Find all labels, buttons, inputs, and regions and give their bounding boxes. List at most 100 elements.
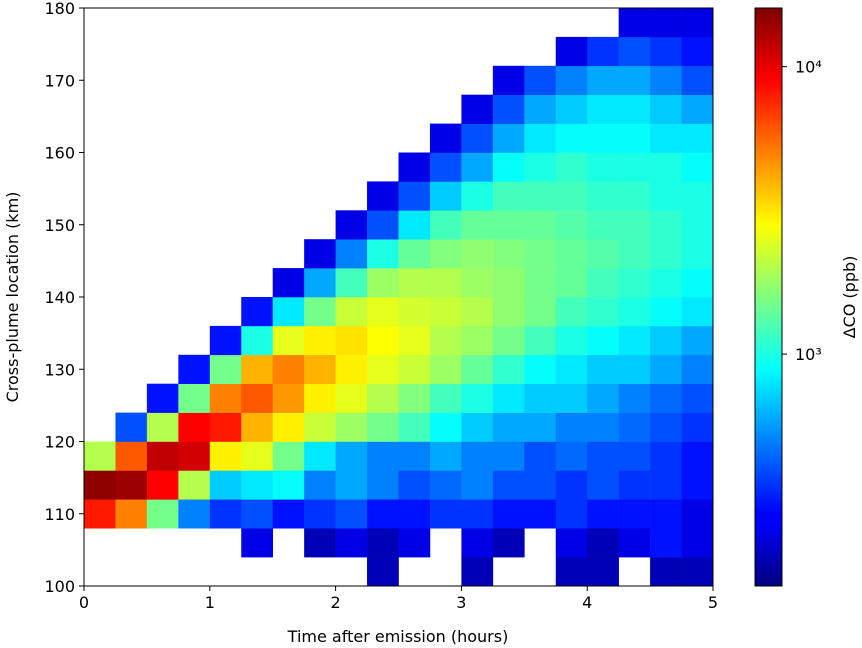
heatmap-cell: [398, 325, 431, 356]
heatmap-cell: [555, 441, 588, 471]
x-tick-label: 4: [582, 593, 592, 612]
heatmap-cell: [555, 354, 588, 384]
heatmap-cell: [618, 210, 651, 240]
heatmap-cell: [461, 210, 494, 240]
heatmap-cell: [524, 239, 557, 269]
heatmap-cell: [398, 412, 431, 442]
heatmap-cell: [650, 412, 682, 442]
heatmap-cell: [587, 181, 619, 211]
heatmap-cell: [115, 412, 148, 442]
heatmap-cell: [304, 325, 336, 356]
heatmap-cell: [492, 383, 525, 413]
heatmap-cell: [272, 412, 305, 442]
heatmap-cell: [492, 412, 525, 442]
heatmap-cell: [555, 268, 588, 298]
heatmap-cell: [618, 441, 651, 471]
heatmap-cell: [618, 65, 651, 95]
x-tick-label: 2: [331, 593, 341, 612]
heatmap-cell: [524, 268, 557, 298]
y-tick-label: 110: [44, 505, 75, 524]
heatmap-cell: [461, 297, 494, 327]
heatmap-cell: [618, 499, 651, 529]
heatmap-cell: [461, 528, 494, 558]
heatmap-cell: [681, 528, 714, 558]
heatmap-cell: [304, 412, 336, 442]
heatmap-cell: [681, 239, 714, 269]
heatmap-cell: [398, 354, 431, 384]
heatmap-cell: [492, 181, 525, 211]
heatmap-cell: [681, 8, 714, 38]
heatmap-cell: [555, 123, 588, 153]
heatmap-cell: [555, 297, 588, 327]
heatmap-cell: [618, 123, 651, 153]
heatmap-cell: [335, 239, 368, 269]
heatmap-cell: [492, 210, 525, 240]
heatmap-cell: [587, 499, 619, 529]
heatmap-cell: [178, 354, 211, 384]
heatmap-cell: [555, 412, 588, 442]
heatmap-cell: [146, 441, 179, 471]
heatmap-cell: [587, 239, 619, 269]
heatmap-cell: [681, 268, 714, 298]
heatmap-cell: [587, 36, 619, 67]
y-tick-label: 180: [44, 0, 75, 18]
y-tick-label: 170: [44, 71, 75, 90]
heatmap-cell: [587, 123, 619, 153]
x-tick-label: 5: [708, 593, 718, 612]
heatmap-cell: [304, 239, 336, 269]
heatmap-cell: [524, 354, 557, 384]
heatmap-cell: [241, 528, 273, 558]
heatmap-cell: [429, 123, 462, 153]
heatmap-cell: [681, 297, 714, 327]
heatmap-cell: [241, 297, 273, 327]
heatmap-cell: [272, 499, 305, 529]
heatmap-cell: [587, 412, 619, 442]
heatmap-cell: [84, 441, 116, 471]
heatmap-cell: [650, 528, 682, 558]
heatmap-cell: [272, 268, 305, 298]
heatmap-cell: [650, 557, 682, 587]
heatmap-cell: [492, 499, 525, 529]
heatmap-cell: [272, 297, 305, 327]
heatmap-cell: [492, 441, 525, 471]
heatmap-cell: [555, 239, 588, 269]
heatmap-cell: [618, 8, 651, 38]
heatmap-cell: [587, 441, 619, 471]
heatmap-cell: [146, 499, 179, 529]
heatmap-cell: [304, 470, 336, 500]
heatmap-cell: [335, 528, 368, 558]
heatmap-cell: [84, 499, 116, 529]
heatmap-cell: [461, 268, 494, 298]
heatmap-cell: [429, 181, 462, 211]
heatmap-cell: [681, 441, 714, 471]
heatmap-cell: [681, 383, 714, 413]
heatmap-cell: [681, 123, 714, 153]
heatmap-cell: [209, 325, 242, 356]
heatmap-cell: [524, 412, 557, 442]
heatmap-cell: [461, 499, 494, 529]
heatmap-cell: [555, 181, 588, 211]
heatmap-cell: [461, 94, 494, 124]
colorbar-label: ΔCO (ppb): [840, 256, 859, 339]
heatmap-cell: [146, 383, 179, 413]
heatmap-cell: [587, 94, 619, 124]
heatmap-cell: [492, 470, 525, 500]
heatmap-cell: [367, 325, 399, 356]
heatmap-cell: [555, 499, 588, 529]
heatmap-cell: [209, 470, 242, 500]
heatmap-cell: [524, 297, 557, 327]
x-tick-label: 0: [79, 593, 89, 612]
heatmap-cell: [492, 152, 525, 182]
heatmap-cell: [272, 325, 305, 356]
heatmap-cell: [304, 354, 336, 384]
heatmap-cell: [398, 268, 431, 298]
y-tick-label: 140: [44, 288, 75, 307]
heatmap-cell: [587, 354, 619, 384]
heatmap-cell: [146, 412, 179, 442]
heatmap-cell: [367, 181, 399, 211]
heatmap-cell: [367, 412, 399, 442]
heatmap-cell: [555, 65, 588, 95]
heatmap-cell: [650, 65, 682, 95]
heatmap-cell: [650, 354, 682, 384]
